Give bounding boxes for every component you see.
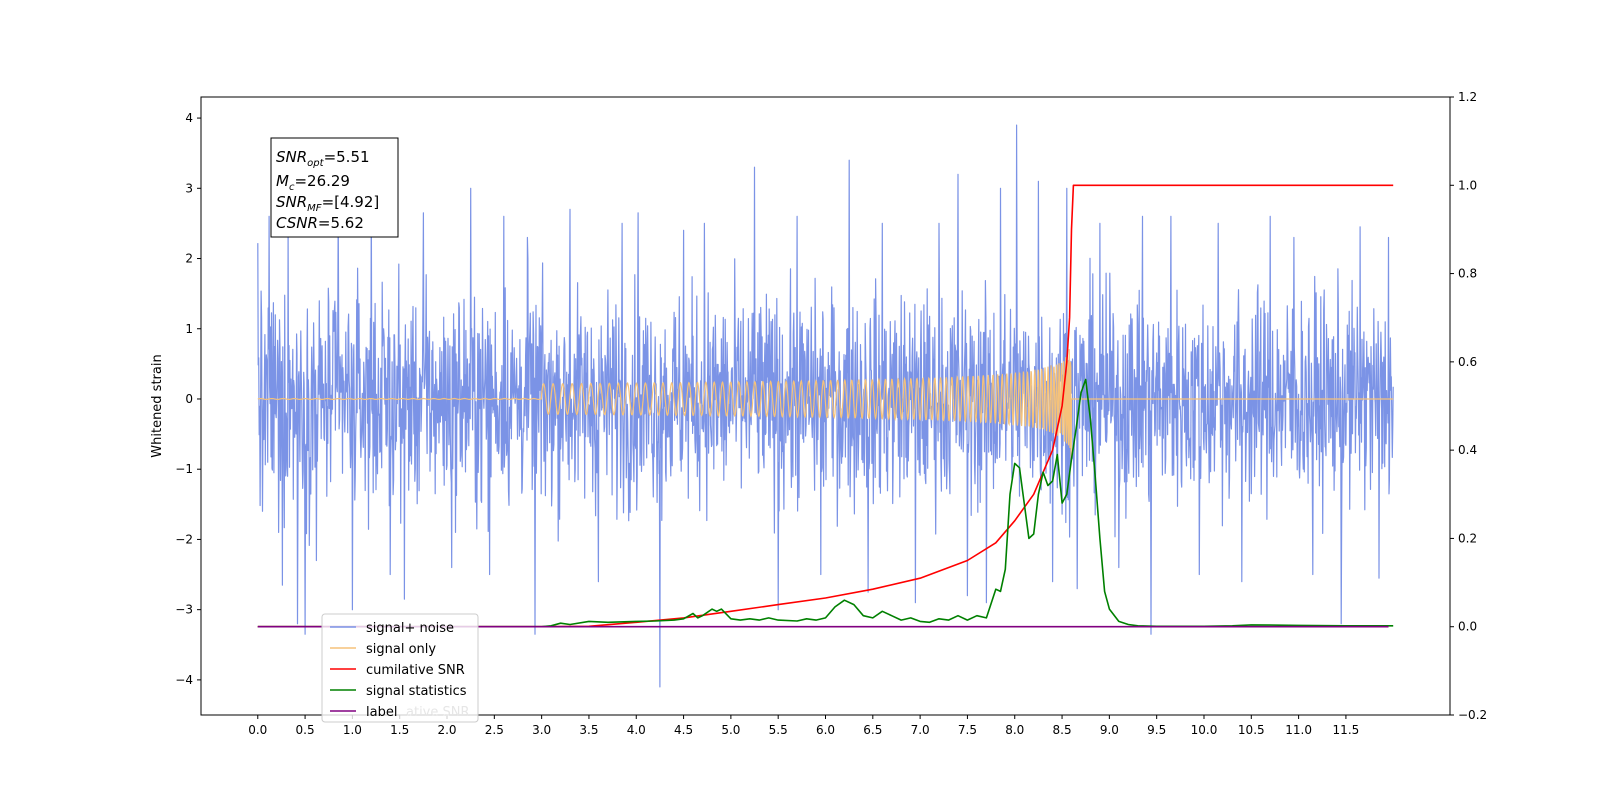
x-tick-label: 9.0 xyxy=(1100,723,1119,737)
y2-tick-label: 0.8 xyxy=(1458,267,1477,281)
annotation-var: SNR xyxy=(276,193,307,211)
annotation-var: M xyxy=(276,172,289,190)
y-tick-label: −4 xyxy=(175,673,193,687)
x-tick-label: 2.5 xyxy=(485,723,504,737)
y-tick-label: 2 xyxy=(185,252,193,266)
annotation-var: SNR xyxy=(276,148,307,166)
legend-label: cumilative SNR xyxy=(366,663,465,678)
y2-tick-label: 0.2 xyxy=(1458,531,1477,545)
x-tick-label: 10.5 xyxy=(1238,723,1265,737)
x-axis: 0.0 0.5 1.0 1.5 2.0 2.5 3.0 3.5 4.0 4.5 5.0 5.5 6.0 6… xyxy=(248,715,1359,737)
y2-tick-label: 1.0 xyxy=(1458,178,1477,192)
legend: signal+ noise signal only cumilative SNR si… xyxy=(321,613,479,723)
annotation-line-mc: Mc=26.29 xyxy=(276,172,350,193)
legend-label: signal only xyxy=(366,642,436,657)
y2-tick-label: 0.4 xyxy=(1458,443,1477,457)
y-tick-label: 4 xyxy=(185,111,193,125)
x-tick-label: 5.5 xyxy=(769,723,788,737)
x-tick-label: 4.0 xyxy=(627,723,646,737)
legend-overlap-text: ative SNR xyxy=(406,705,470,720)
x-tick-label: 1.5 xyxy=(390,723,409,737)
y-tick-label: 0 xyxy=(185,392,193,406)
x-tick-label: 10.0 xyxy=(1191,723,1218,737)
y2-tick-label: 1.2 xyxy=(1458,90,1477,104)
x-tick-label: 8.0 xyxy=(1005,723,1024,737)
annotation-sub: MF xyxy=(307,203,322,214)
x-tick-label: 11.5 xyxy=(1333,723,1360,737)
x-tick-label: 6.5 xyxy=(863,723,882,737)
y-axis-right: −0.2 0.0 0.2 0.4 0.6 0.8 1.0 1.2 xyxy=(1450,90,1487,722)
x-tick-label: 5.0 xyxy=(721,723,740,737)
annotation-var: CSNR xyxy=(276,214,318,232)
annotation-frame xyxy=(270,137,399,238)
annotation-value: =5.51 xyxy=(324,148,370,166)
x-tick-label: 11.0 xyxy=(1285,723,1312,737)
y2-tick-label: 0.6 xyxy=(1458,355,1477,369)
legend-label: signal+ noise xyxy=(366,621,454,636)
annotation-sub: c xyxy=(289,182,295,193)
series-signal-statistics xyxy=(257,378,1394,628)
x-tick-label: 4.5 xyxy=(674,723,693,737)
y-tick-label: −2 xyxy=(175,532,193,546)
x-tick-label: 1.0 xyxy=(343,723,362,737)
legend-label: signal statistics xyxy=(366,684,467,699)
x-tick-label: 0.5 xyxy=(296,723,315,737)
y-tick-label: 3 xyxy=(185,181,193,195)
legend-label: label xyxy=(366,705,397,720)
y2-tick-label: −0.2 xyxy=(1458,708,1487,722)
annotation-value: =26.29 xyxy=(294,172,350,190)
y-tick-label: 1 xyxy=(185,322,193,336)
annotation-line-csnr: CSNR=5.62 xyxy=(276,214,364,232)
legend-frame xyxy=(321,613,479,723)
y-axis-label: Whitened strain xyxy=(150,354,165,457)
x-tick-label: 6.0 xyxy=(816,723,835,737)
y2-tick-label: 0.0 xyxy=(1458,620,1477,634)
annotation-line-snr-mf: SNRMF=[4.92] xyxy=(276,193,379,214)
annotation-box: SNRopt=5.51 Mc=26.29 SNRMF=[4.92] CSNR=5… xyxy=(270,137,399,238)
annotation-line-snr-opt: SNRopt=5.51 xyxy=(276,148,370,169)
annotation-sub: opt xyxy=(307,158,324,169)
x-tick-label: 3.0 xyxy=(532,723,551,737)
annotation-value: =5.62 xyxy=(318,214,364,232)
y-tick-label: −1 xyxy=(175,462,193,476)
series-signal-only xyxy=(257,349,1394,462)
y-tick-label: −3 xyxy=(175,603,193,617)
plot-area xyxy=(257,124,1394,688)
y-axis-left: −4 −3 −2 −1 0 1 2 3 4 xyxy=(175,111,201,687)
x-tick-label: 0.0 xyxy=(248,723,267,737)
x-tick-label: 2.0 xyxy=(437,723,456,737)
x-tick-label: 7.5 xyxy=(958,723,977,737)
annotation-value: =[4.92] xyxy=(322,193,380,211)
x-tick-label: 8.5 xyxy=(1053,723,1072,737)
x-tick-label: 9.5 xyxy=(1147,723,1166,737)
x-tick-label: 3.5 xyxy=(579,723,598,737)
x-tick-label: 7.0 xyxy=(911,723,930,737)
